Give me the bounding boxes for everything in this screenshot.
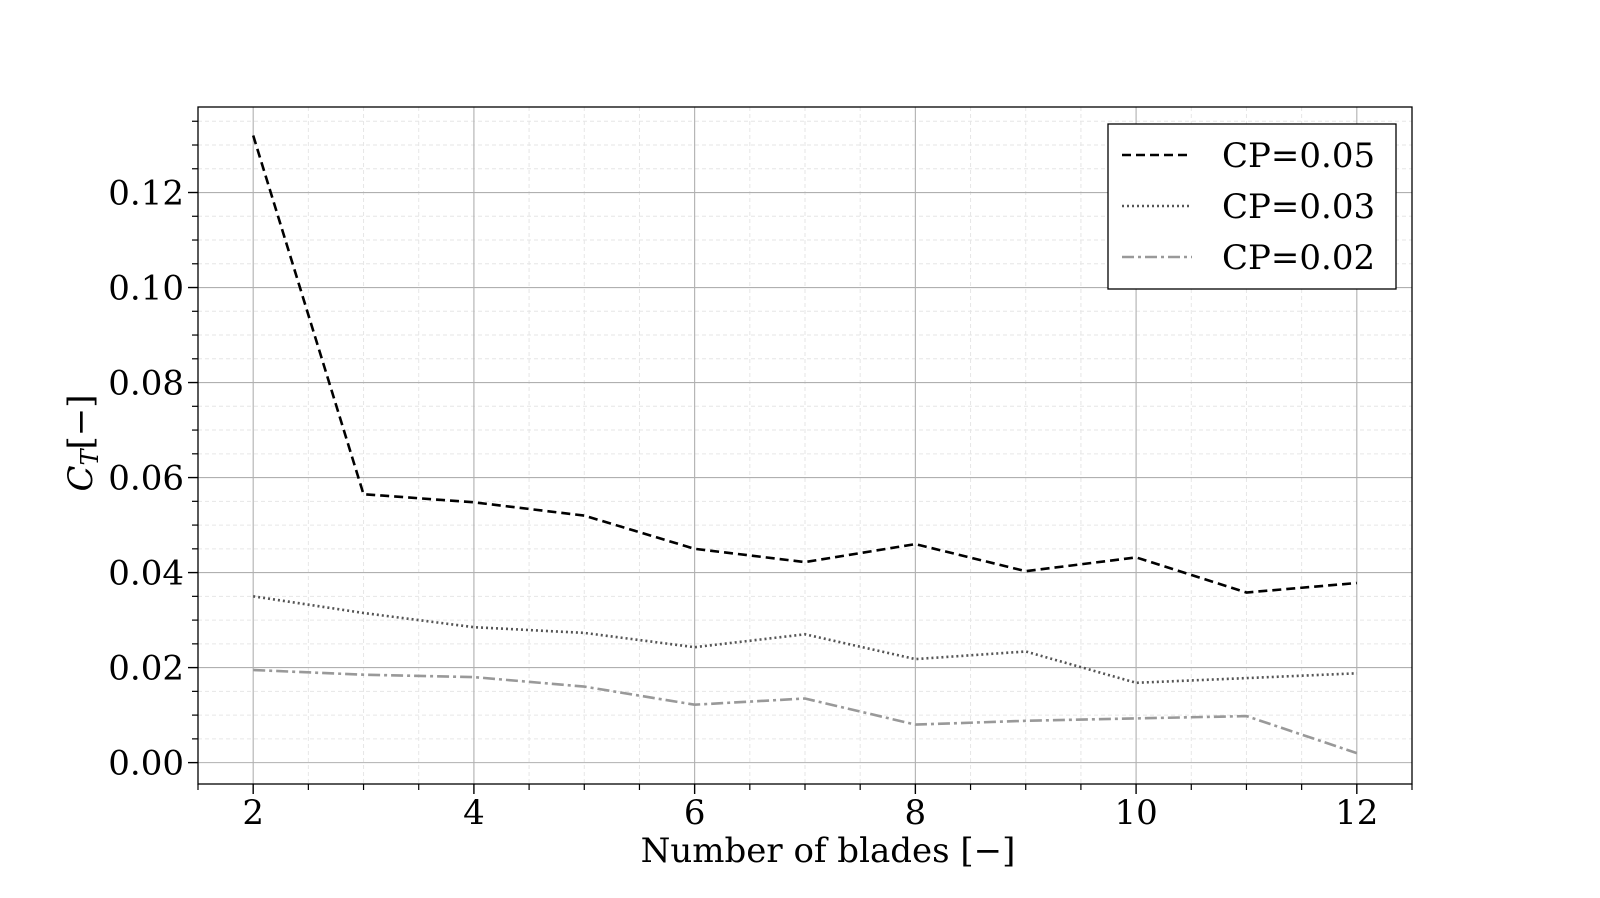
x-tick-label: 2 — [242, 793, 264, 833]
series-layer — [251, 135, 1358, 755]
y-tick-label: 0.06 — [108, 459, 184, 499]
series-line-2 — [253, 595, 1357, 685]
x-axis-label: Number of blades [−] — [641, 831, 1016, 871]
y-tick-label: 0.08 — [108, 364, 184, 404]
y-tick-label: 0.12 — [108, 174, 184, 214]
y-tick-label: 0.04 — [108, 554, 184, 594]
y-axis-label-main: C — [61, 466, 101, 492]
x-tick-label: 12 — [1335, 793, 1378, 833]
series-line-1 — [251, 135, 1357, 594]
y-tick-label: 0.02 — [108, 649, 184, 689]
y-axis-label: CT[−] — [61, 394, 104, 491]
y-axis-label-unit: [−] — [61, 394, 101, 449]
tick-labels: 2 4 6 8 10 12 0.00 0.02 0.04 0.06 0.08 0.10 0.12 — [108, 174, 1378, 833]
x-tick-label: 4 — [463, 793, 485, 833]
series-line-3 — [253, 668, 1358, 755]
x-tick-label: 8 — [905, 793, 927, 833]
legend-label: CP=0.03 — [1222, 187, 1375, 227]
legend: CP=0.05 CP=0.03 CP=0.02 — [1107, 123, 1397, 290]
x-tick-label: 10 — [1114, 793, 1157, 833]
y-tick-label: 0.10 — [108, 269, 184, 309]
y-tick-label: 0.00 — [108, 744, 184, 784]
x-tick-label: 6 — [684, 793, 706, 833]
y-axis-label-sub: T — [76, 448, 104, 466]
legend-label: CP=0.05 — [1222, 136, 1375, 176]
legend-box — [1107, 123, 1397, 290]
axis-ticks — [188, 120, 1413, 794]
major-grid — [198, 107, 1412, 784]
legend-label: CP=0.02 — [1222, 238, 1375, 278]
